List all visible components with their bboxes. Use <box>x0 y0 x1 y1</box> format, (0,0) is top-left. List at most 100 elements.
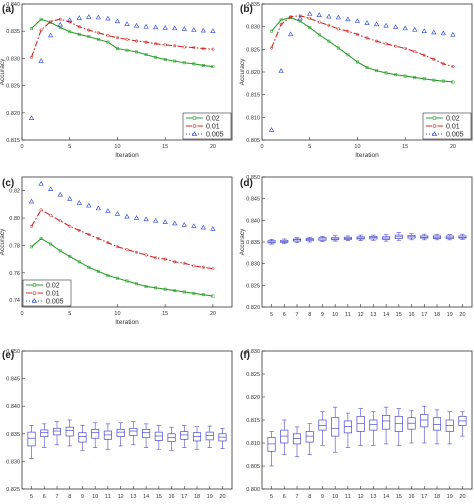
x-tick-label: 5 <box>308 144 311 150</box>
data-point <box>143 216 149 222</box>
plot-frame <box>261 176 473 308</box>
x-tick-label: 16 <box>408 312 414 318</box>
data-point <box>96 31 100 35</box>
data-point <box>96 269 100 273</box>
data-point <box>38 180 44 186</box>
data-point <box>144 285 148 288</box>
data-point <box>356 60 359 64</box>
y-tick-label: 0.845 <box>246 197 260 203</box>
data-point <box>451 65 455 69</box>
box-7 <box>292 426 302 458</box>
box-15 <box>394 408 403 446</box>
box-20 <box>218 427 227 450</box>
data-point <box>143 23 149 29</box>
data-point <box>77 260 81 264</box>
y-tick-label: 0.810 <box>246 115 260 121</box>
data-point <box>106 34 110 38</box>
series-0.02 <box>30 17 215 69</box>
legend-marker <box>192 116 197 120</box>
x-tick-label: 6 <box>283 494 286 500</box>
x-tick-label: 15 <box>162 144 168 150</box>
data-point <box>355 32 360 36</box>
y-tick-label: 0.830 <box>6 459 20 465</box>
data-point <box>297 15 303 21</box>
y-axis-title: Accuracy <box>239 58 246 85</box>
x-tick-label: 20 <box>459 312 465 318</box>
y-tick-label: 0.840 <box>6 2 20 8</box>
x-tick-label: 8 <box>308 312 311 318</box>
box-14 <box>382 234 391 242</box>
data-point <box>365 36 369 40</box>
x-tick-label: 10 <box>332 312 338 318</box>
data-point <box>30 245 33 249</box>
box-5 <box>267 239 276 245</box>
x-tick-label: 13 <box>370 494 376 500</box>
y-tick-label: 0.850 <box>246 175 260 181</box>
data-point <box>200 27 206 33</box>
data-point <box>48 32 54 38</box>
data-point <box>106 241 110 245</box>
y-tick-label: 0.825 <box>246 283 260 289</box>
box-iqr <box>305 431 314 443</box>
legend-label: 0.02 <box>446 116 460 123</box>
y-tick-label: 0.815 <box>246 418 260 424</box>
panel-3: (d) 0.820 0.825 0.830 0.835 0.840 0.845 0.850 Ac… <box>239 175 473 318</box>
x-tick-label: 11 <box>345 312 351 318</box>
series-line <box>31 209 213 270</box>
data-point <box>394 44 398 48</box>
data-point <box>173 44 177 48</box>
x-tick-label: 15 <box>396 494 402 500</box>
y-tick-label: 0.820 <box>246 305 260 311</box>
data-point <box>134 39 139 43</box>
y-tick-label: 0.820 <box>246 395 260 401</box>
data-point <box>211 47 215 51</box>
data-point <box>451 80 455 84</box>
x-tick-label: 5 <box>68 311 71 317</box>
x-tick-label: 12 <box>358 312 364 318</box>
data-point <box>289 15 293 19</box>
y-tick-label: 0.845 <box>6 377 20 383</box>
x-tick-label: 18 <box>434 312 440 318</box>
box-10 <box>331 235 340 242</box>
data-point <box>269 46 274 50</box>
data-point <box>114 211 121 216</box>
legend-label: 0.02 <box>206 116 220 123</box>
x-tick-label: 0 <box>20 311 23 317</box>
box-10 <box>91 422 100 448</box>
box-iqr <box>205 431 214 441</box>
box-iqr <box>78 432 87 443</box>
data-point <box>87 232 91 237</box>
box-iqr <box>267 437 276 452</box>
series-0.005 <box>268 11 456 132</box>
box-15 <box>394 232 403 241</box>
data-point <box>413 50 417 54</box>
box-iqr <box>432 417 442 431</box>
box-iqr <box>280 429 289 444</box>
data-point <box>201 64 205 67</box>
series-0.01 <box>29 17 215 59</box>
data-point <box>335 14 341 20</box>
data-point <box>49 242 53 246</box>
box-20 <box>458 233 467 240</box>
data-point <box>326 13 332 19</box>
data-point <box>39 28 43 32</box>
data-point <box>192 45 196 50</box>
data-point <box>201 47 205 51</box>
legend-label: 0.005 <box>206 132 224 139</box>
y-tick-label: 0.850 <box>6 349 20 355</box>
y-tick-label: 0.74 <box>9 298 20 304</box>
data-point <box>87 35 91 39</box>
box-9 <box>78 425 87 451</box>
box-iqr <box>91 429 100 439</box>
legend-marker <box>32 283 37 287</box>
y-tick-label: 0.820 <box>6 111 20 117</box>
data-point <box>403 74 407 78</box>
series-0.01 <box>269 14 455 69</box>
box-iqr <box>318 419 327 431</box>
box-8 <box>305 423 314 455</box>
data-point <box>181 221 187 227</box>
data-point <box>29 55 34 59</box>
box-17 <box>420 233 429 241</box>
box-iqr <box>65 426 74 437</box>
data-point <box>125 279 129 283</box>
